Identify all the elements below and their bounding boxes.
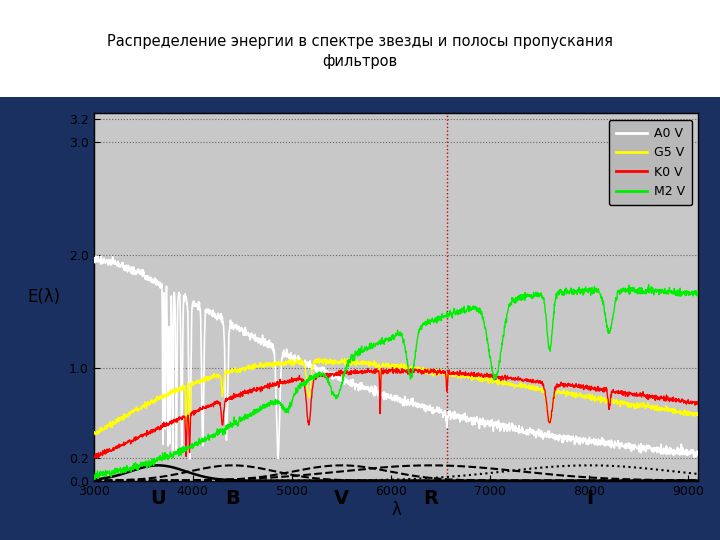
Y-axis label: E(λ): E(λ) — [27, 288, 60, 306]
Text: I: I — [586, 489, 593, 508]
X-axis label: λ: λ — [391, 501, 401, 519]
Text: V: V — [334, 489, 349, 508]
Legend: A0 V, G5 V, K0 V, M2 V: A0 V, G5 V, K0 V, M2 V — [608, 120, 692, 205]
Text: B: B — [225, 489, 240, 508]
Text: U: U — [150, 489, 166, 508]
Text: R: R — [423, 489, 438, 508]
Text: Распределение энергии в спектре звезды и полосы пропускания
фильтров: Распределение энергии в спектре звезды и… — [107, 34, 613, 69]
